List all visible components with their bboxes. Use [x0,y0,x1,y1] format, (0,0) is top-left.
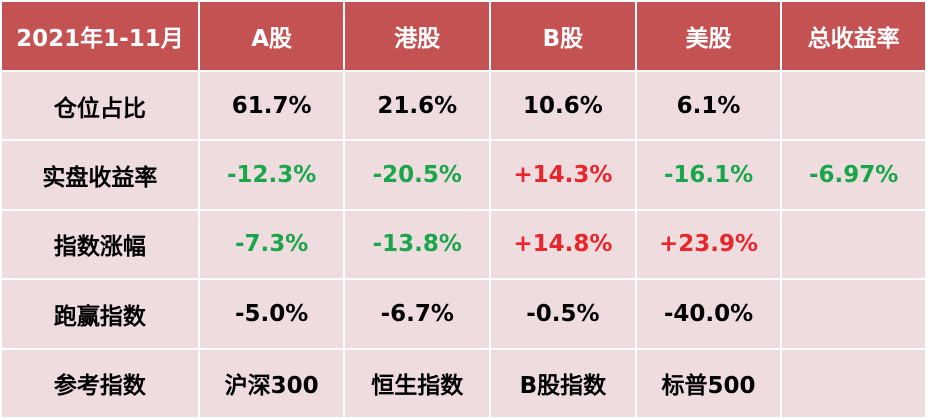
cell-hk-share: -6.7% [345,280,490,348]
cell-a-share: -5.0% [199,280,344,348]
header-b-share: B股 [491,2,635,70]
row-label: 实盘收益率 [2,141,198,209]
cell-a-share: -12.3% [199,141,344,209]
cell-hk-share: 恒生指数 [345,349,490,417]
cell-b-share: +14.8% [491,210,635,279]
cell-us-share: 6.1% [636,72,781,140]
header-us-share: 美股 [636,2,781,70]
cell-hk-share: -13.8% [345,210,490,279]
header-hk-share: 港股 [345,2,490,70]
cell-b-share: +14.3% [491,141,635,209]
row-actual-return: 实盘收益率 -12.3% -20.5% +14.3% -16.1% -6.97% [2,141,925,209]
header-total-return: 总收益率 [782,2,925,70]
cell-a-share: 沪深300 [199,349,344,417]
cell-total [782,280,925,348]
row-reference-index: 参考指数 沪深300 恒生指数 B股指数 标普500 [2,349,925,417]
row-position-ratio: 仓位占比 61.7% 21.6% 10.6% 6.1% [2,72,925,140]
cell-total [782,72,925,140]
row-label: 参考指数 [2,349,198,417]
cell-us-share: -40.0% [636,280,781,348]
row-beat-index: 跑赢指数 -5.0% -6.7% -0.5% -40.0% [2,280,925,348]
header-period: 2021年1-11月 [2,2,198,70]
cell-us-share: -16.1% [636,141,781,209]
cell-a-share: -7.3% [199,210,344,279]
header-a-share: A股 [199,2,344,70]
header-row: 2021年1-11月 A股 港股 B股 美股 总收益率 [2,2,925,70]
cell-a-share: 61.7% [199,72,344,140]
table-body: 仓位占比 61.7% 21.6% 10.6% 6.1% 实盘收益率 -12.3%… [2,72,925,417]
cell-us-share: 标普500 [636,349,781,417]
row-label: 跑赢指数 [2,280,198,348]
cell-b-share: B股指数 [491,349,635,417]
table-header: 2021年1-11月 A股 港股 B股 美股 总收益率 [2,2,925,70]
cell-us-share: +23.9% [636,210,781,279]
cell-hk-share: -20.5% [345,141,490,209]
cell-hk-share: 21.6% [345,72,490,140]
row-index-change: 指数涨幅 -7.3% -13.8% +14.8% +23.9% [2,210,925,279]
cell-total: -6.97% [782,141,925,209]
cell-total [782,349,925,417]
row-label: 指数涨幅 [2,210,198,279]
row-label: 仓位占比 [2,72,198,140]
cell-b-share: 10.6% [491,72,635,140]
cell-total [782,210,925,279]
cell-b-share: -0.5% [491,280,635,348]
